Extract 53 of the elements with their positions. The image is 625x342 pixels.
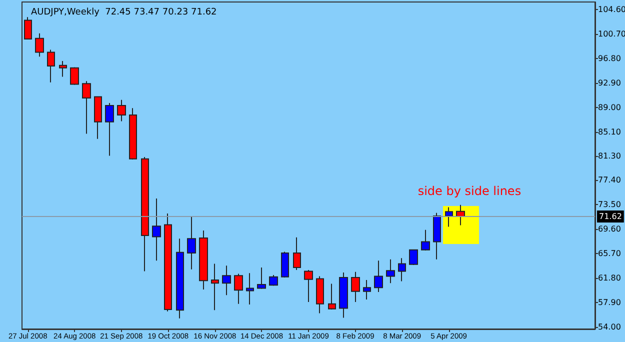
candlestick bbox=[35, 32, 44, 58]
y-tick-label: 81.30 bbox=[598, 151, 621, 160]
candlestick bbox=[339, 272, 348, 318]
y-tick-label: 77.40 bbox=[598, 176, 621, 185]
candlestick bbox=[234, 273, 243, 304]
candlestick bbox=[187, 216, 196, 270]
candlestick bbox=[47, 49, 55, 83]
candlestick bbox=[269, 274, 278, 286]
candlestick bbox=[281, 251, 289, 278]
candlestick bbox=[176, 238, 184, 319]
candlestick bbox=[445, 206, 453, 228]
annotation: side by side lines bbox=[418, 184, 522, 198]
candlestick bbox=[94, 96, 102, 140]
candlestick bbox=[421, 229, 430, 252]
candlestick bbox=[363, 280, 371, 300]
candlestick bbox=[316, 276, 324, 314]
candlestick bbox=[409, 249, 418, 266]
y-tick-label: 73.50 bbox=[598, 200, 621, 210]
candlestick bbox=[105, 102, 114, 156]
candlestick bbox=[433, 212, 441, 260]
candlestick bbox=[456, 204, 465, 226]
y-tick-label: 96.80 bbox=[598, 54, 621, 63]
y-tick-label: 69.60 bbox=[598, 224, 621, 234]
y-tick-label: 89.00 bbox=[598, 102, 621, 112]
text: AUDJPY,Weekly 72.45 73.47 70.23 71.62 bbox=[31, 8, 217, 18]
candlestick bbox=[374, 260, 383, 292]
y-tick-label: 61.80 bbox=[598, 274, 621, 283]
candlestick bbox=[24, 16, 32, 40]
candlestick bbox=[59, 60, 67, 78]
candlestick bbox=[257, 266, 266, 290]
candlestick bbox=[82, 80, 91, 134]
candlestick bbox=[304, 270, 313, 303]
candlestick bbox=[117, 99, 126, 122]
candlestick bbox=[141, 156, 149, 272]
candlestick bbox=[211, 263, 219, 311]
y-tick-label: 92.90 bbox=[598, 78, 621, 88]
y-tick-label: 65.70 bbox=[598, 249, 621, 258]
candlestick bbox=[328, 283, 336, 310]
candlestick bbox=[152, 198, 161, 262]
y-tick-label: 54.00 bbox=[598, 322, 621, 332]
candlestick bbox=[246, 272, 254, 306]
candlestick bbox=[398, 258, 406, 282]
y-tick-label: 57.90 bbox=[598, 298, 621, 308]
candlestick bbox=[199, 230, 208, 290]
candlestick bbox=[386, 258, 395, 284]
y-tick-label: 85.10 bbox=[598, 127, 621, 136]
candlestick bbox=[164, 213, 172, 312]
candlestick bbox=[129, 108, 137, 160]
candlestick bbox=[293, 236, 301, 270]
candlestick bbox=[222, 265, 231, 296]
candlestick bbox=[70, 66, 79, 86]
candlestick bbox=[351, 271, 360, 303]
ref-line-label: 71.62 bbox=[599, 212, 622, 222]
